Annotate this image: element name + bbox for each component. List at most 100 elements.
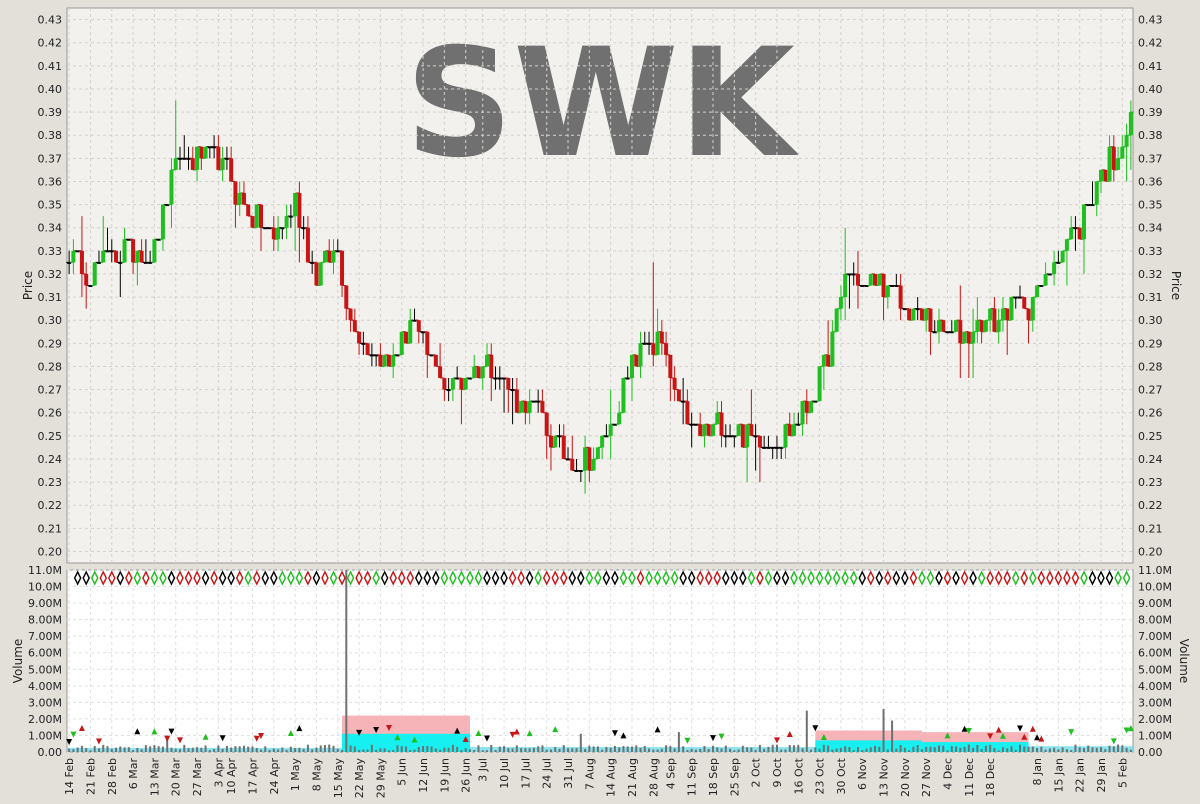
volume-bar	[413, 749, 416, 752]
ohlc-body	[212, 146, 217, 149]
indicator-mark	[943, 570, 952, 586]
signal-down-arrow	[373, 726, 380, 733]
volume-tick-label-left: 10.0M	[28, 581, 62, 594]
ohlc-body	[702, 424, 707, 436]
volume-bar	[882, 708, 885, 752]
volume-bar	[366, 749, 369, 752]
x-tick-label: 24 Jul	[541, 758, 554, 789]
indicator-mark	[722, 570, 730, 586]
indicator-mark	[815, 570, 824, 586]
volume-bar	[460, 750, 463, 752]
volume-tick-label-right: 3.00M	[1138, 696, 1172, 709]
volume-bar	[575, 748, 578, 752]
indicator-mark	[406, 570, 415, 586]
volume-band-cyan	[815, 740, 922, 752]
ohlc-body	[1005, 308, 1010, 321]
signal-down-arrow	[684, 737, 691, 744]
indicator-mark	[1037, 570, 1046, 586]
ohlc-body	[497, 378, 502, 380]
ohlc-body	[821, 354, 826, 367]
volume-bar	[567, 748, 570, 752]
ohlc-body	[561, 435, 566, 459]
ohlc-body	[340, 250, 345, 286]
volume-bar	[426, 746, 429, 752]
ohlc-body	[557, 435, 562, 438]
ohlc-body	[109, 250, 114, 253]
price-tick-label-right: 0.33	[1138, 245, 1163, 258]
price-tick-label-left: 0.26	[38, 407, 63, 420]
volume-bar	[818, 748, 821, 752]
indicator-mark	[508, 570, 517, 586]
volume-bar	[950, 746, 953, 752]
volume-bar	[178, 749, 181, 752]
price-tick-label-left: 0.22	[38, 499, 63, 512]
price-tick-label-right: 0.38	[1138, 129, 1163, 142]
indicator-mark	[346, 570, 355, 586]
signal-down-arrow	[385, 724, 392, 731]
signal-down-arrow	[176, 737, 183, 744]
volume-bar	[170, 747, 173, 752]
volume-bar	[1048, 748, 1051, 752]
ohlc-body	[293, 193, 298, 217]
ohlc-body	[173, 158, 178, 170]
indicator-mark	[1122, 570, 1131, 586]
volume-bar	[136, 747, 139, 752]
x-tick-label: 21 Feb	[84, 758, 97, 795]
ohlc-body	[941, 320, 946, 332]
indicator-mark	[133, 570, 142, 586]
x-tick-label: 31 Jul	[562, 758, 575, 789]
volume-bar	[648, 748, 651, 752]
volume-bar	[763, 748, 766, 752]
indicator-mark	[542, 570, 551, 586]
ohlc-body	[203, 146, 208, 159]
ohlc-body	[126, 239, 131, 241]
signal-up-arrow	[1034, 734, 1041, 741]
ohlc-body	[625, 378, 630, 380]
ohlc-body	[600, 435, 605, 448]
price-tick-label-left: 0.24	[38, 453, 63, 466]
indicator-mark	[585, 570, 594, 586]
volume-tick-label-right: 9.00M	[1138, 597, 1172, 610]
volume-baseline-band	[469, 747, 816, 752]
indicator-mark	[1003, 570, 1011, 586]
indicator-mark	[653, 570, 662, 586]
volume-bar	[272, 748, 275, 752]
ohlc-body	[361, 343, 366, 345]
ohlc-bar	[1127, 100, 1134, 170]
ohlc-body	[259, 204, 264, 228]
indicator-mark	[679, 570, 687, 586]
price-tick-label-right: 0.28	[1138, 360, 1163, 373]
volume-bar	[447, 747, 450, 752]
volume-bar	[1091, 747, 1094, 752]
volume-panel	[66, 569, 1134, 753]
ohlc-body	[608, 424, 613, 436]
volume-bar	[733, 750, 736, 752]
volume-bar	[520, 748, 523, 752]
ohlc-body	[574, 470, 579, 472]
volume-band-cyan	[921, 742, 1029, 752]
volume-bar	[835, 748, 838, 752]
volume-tick-label-right: 7.00M	[1138, 630, 1172, 643]
x-tick-label: 22 May	[353, 758, 366, 799]
ohlc-body	[672, 378, 677, 390]
ohlc-body	[885, 285, 890, 298]
ohlc-body	[864, 285, 869, 287]
ohlc-body	[1124, 135, 1129, 147]
indicator-mark	[994, 570, 1003, 586]
indicator-mark	[832, 570, 841, 586]
ohlc-body	[902, 308, 907, 311]
ohlc-body	[96, 262, 101, 264]
ohlc-body	[139, 250, 144, 263]
indicator-mark	[483, 570, 491, 586]
ohlc-body	[774, 447, 779, 449]
signal-up-arrow	[654, 726, 661, 733]
ohlc-body	[531, 401, 536, 403]
ohlc-body	[327, 250, 332, 263]
volume-bar	[980, 748, 983, 752]
ohlc-body	[664, 343, 669, 355]
volume-bar	[1121, 745, 1124, 752]
ohlc-body	[911, 308, 916, 321]
x-tick-label: 6 Nov	[856, 758, 869, 790]
indicator-mark	[977, 570, 986, 586]
volume-bar	[494, 750, 497, 752]
